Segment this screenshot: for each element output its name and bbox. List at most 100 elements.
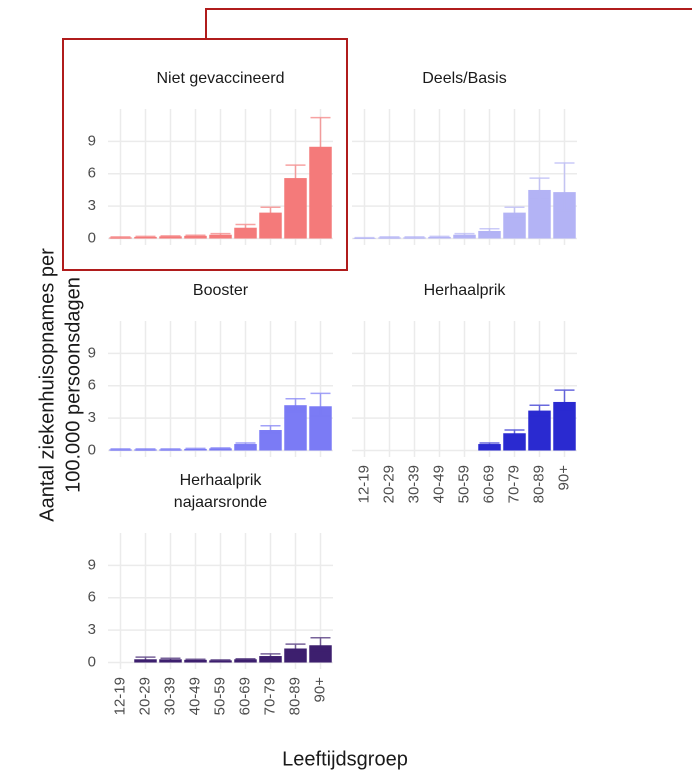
error-bar [479,228,500,234]
y-tick-label: 9 [88,556,96,573]
y-tick-label: 6 [88,589,96,606]
bar [259,656,282,663]
error-bar [504,206,525,218]
x-tick-label: 40-49 [186,677,203,715]
bar [478,230,501,239]
x-tick-label: 70-79 [261,677,278,715]
panel-title: Herhaalprik [180,472,263,489]
y-tick-label: 3 [88,621,96,638]
y-tick-label: 0 [88,653,96,670]
error-bar [160,657,181,662]
bar [478,444,501,451]
error-bar [529,177,550,201]
bar [184,659,207,663]
y-tick-label: 0 [88,441,96,458]
x-tick-label: 50-59 [455,465,472,503]
panel-title: Deels/Basis [422,70,506,87]
error-bar [210,232,231,237]
error-bar [285,397,306,413]
error-bar [185,234,206,238]
error-bar [135,235,156,239]
error-bar [429,235,450,239]
y-tick-label: 0 [88,229,96,246]
error-bar [160,235,181,238]
y-tick-label: 9 [88,132,96,149]
error-bar [110,236,131,239]
x-tick-label: 12-19 [355,465,372,503]
error-bar [135,448,156,451]
error-bar [160,448,181,451]
bar [284,178,307,239]
panel-title: Niet gevaccineerd [156,70,284,87]
y-tick-label: 3 [88,197,96,214]
bar [209,234,232,239]
x-tick-label: 12-19 [111,677,128,715]
x-tick-label: 20-29 [380,465,397,503]
bar [234,227,257,239]
bar [503,212,526,239]
error-bar [185,658,206,662]
bar [453,234,476,239]
x-tick-label: 90+ [555,465,572,491]
error-bar [379,236,400,239]
highlight [62,8,692,271]
error-bar [310,636,331,652]
x-axis-title: Leeftijdsgroep [282,748,408,770]
error-bar [135,656,156,663]
error-bar [285,164,306,188]
highlight-line [205,8,692,39]
bar [234,659,257,663]
bar [503,433,526,451]
error-bar [260,206,281,219]
y-axis-title: 100.000 persoonsdagen [62,277,84,493]
bar [184,235,207,239]
error-bar [404,236,425,239]
error-bar [260,424,281,435]
error-bar [354,236,375,240]
x-tick-label: 60-69 [480,465,497,503]
bar [234,444,257,451]
panel-title: Booster [193,282,249,299]
bar [309,406,332,451]
error-bar [185,447,206,451]
error-bar [454,232,475,237]
bar [309,146,332,239]
error-bar [110,448,131,451]
bar [259,430,282,451]
x-tick-label: 60-69 [236,677,253,715]
bar [553,192,576,239]
x-tick-label: 50-59 [211,677,228,715]
error-bar [529,404,550,417]
error-bar [554,162,575,212]
error-bar [260,653,281,658]
x-tick-label: 40-49 [430,465,447,503]
y-tick-label: 6 [88,165,96,182]
y-tick-label: 9 [88,344,96,361]
error-bar [310,116,331,176]
bar [284,648,307,663]
x-tick-label: 30-39 [405,465,422,503]
error-bar [554,389,575,412]
error-bar [210,447,231,450]
error-bar [210,659,231,662]
error-bar [235,223,256,232]
x-tick-label: 80-89 [530,465,547,503]
bar [553,401,576,451]
bar [528,410,551,451]
x-tick-label: 90+ [311,677,328,703]
bar [528,189,551,239]
y-tick-label: 3 [88,409,96,426]
panel-title: najaarsronde [174,494,268,511]
x-tick-label: 20-29 [136,677,153,715]
error-bar [504,429,525,437]
error-bar [479,442,500,446]
x-tick-label: 30-39 [161,677,178,715]
error-bar [285,643,306,652]
error-bar [310,392,331,417]
bar [284,405,307,451]
x-tick-label: 80-89 [286,677,303,715]
bar [259,212,282,239]
x-tick-label: 70-79 [505,465,522,503]
